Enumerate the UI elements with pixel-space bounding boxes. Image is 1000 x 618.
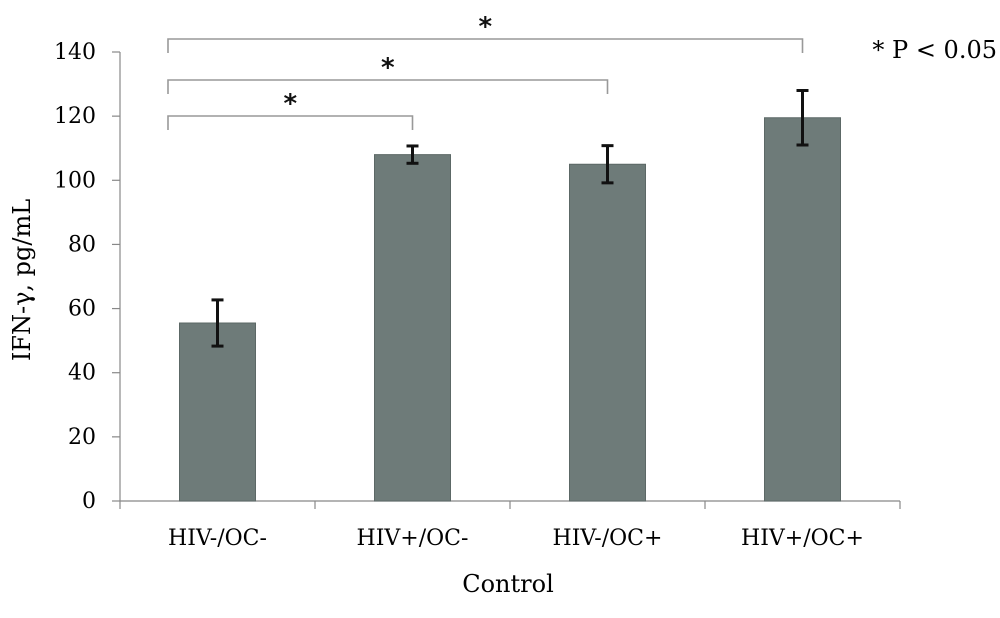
y-tick-label: 140 — [54, 40, 96, 65]
error-bar — [796, 88, 809, 147]
y-tick-label: 100 — [54, 168, 96, 193]
significance-note: * P < 0.05 — [872, 36, 997, 64]
y-axis-title: IFN-γ, pg/mL — [8, 199, 36, 361]
y-tick-label: 120 — [54, 104, 96, 129]
error-bar — [211, 298, 224, 348]
x-category-label: HIV-/OC- — [168, 526, 267, 551]
significance-bracket: * — [167, 89, 414, 130]
y-tick-label: 60 — [68, 297, 96, 322]
y-tick-label: 80 — [68, 232, 96, 257]
significance-bracket: * — [167, 12, 804, 53]
significance-star: * — [478, 12, 492, 42]
x-category-label: HIV-/OC+ — [553, 526, 663, 551]
bar — [179, 322, 256, 502]
bracket-line — [167, 79, 609, 94]
error-bar — [601, 144, 614, 185]
x-axis-title: Control — [462, 570, 554, 598]
bar — [374, 154, 451, 502]
bracket-line — [167, 38, 804, 53]
error-bar — [406, 144, 419, 165]
x-category-label: HIV+/OC- — [357, 526, 469, 551]
error-bars — [211, 88, 809, 348]
significance-brackets: * * * — [167, 12, 804, 130]
x-axis: HIV-/OC- HIV+/OC- HIV-/OC+ HIV+/OC+ — [119, 500, 901, 551]
bar — [569, 163, 646, 502]
y-tick-label: 0 — [82, 489, 96, 514]
bracket-line — [167, 115, 414, 130]
significance-bracket: * — [167, 53, 609, 94]
y-axis: 0 20 40 60 80 100 120 140 — [54, 40, 121, 514]
bar — [764, 117, 841, 502]
significance-star: * — [381, 53, 395, 83]
y-tick-label: 40 — [68, 361, 96, 386]
bars — [179, 117, 841, 502]
x-category-label: HIV+/OC+ — [741, 526, 864, 551]
significance-star: * — [283, 89, 297, 119]
y-tick-label: 20 — [68, 425, 96, 450]
